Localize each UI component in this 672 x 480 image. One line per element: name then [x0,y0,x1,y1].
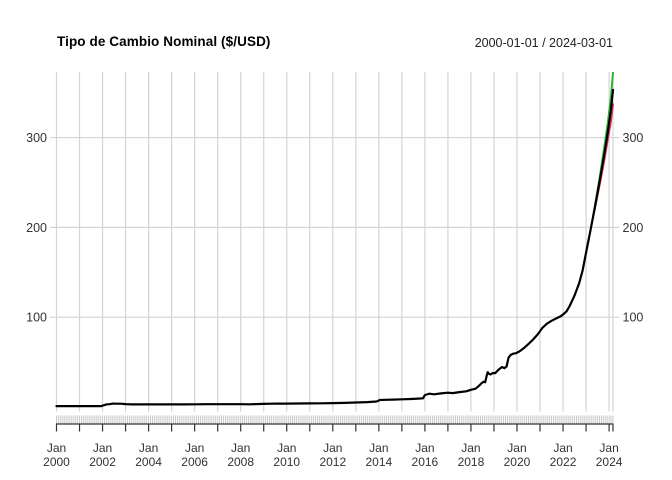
svg-text:Jan: Jan [461,441,480,455]
svg-text:100: 100 [623,311,644,325]
y-gridlines [50,136,620,318]
svg-text:2000: 2000 [43,455,70,469]
x-axis [55,423,614,432]
chart-title: Tipo de Cambio Nominal ($/USD) [57,34,271,49]
svg-text:Jan: Jan [277,441,296,455]
svg-text:Jan: Jan [507,441,526,455]
x-gridlines [55,72,614,412]
svg-text:2014: 2014 [365,455,392,469]
svg-text:Jan: Jan [415,441,434,455]
svg-text:2002: 2002 [89,455,116,469]
svg-text:200: 200 [26,221,47,235]
svg-text:2006: 2006 [181,455,208,469]
svg-text:200: 200 [623,221,644,235]
svg-text:Jan: Jan [185,441,204,455]
svg-text:Jan: Jan [599,441,618,455]
svg-text:Jan: Jan [553,441,572,455]
y-tick-labels-right: 100 200 300 [623,131,644,325]
svg-text:2010: 2010 [273,455,300,469]
x-tick-labels: Jan2000Jan2002Jan2004Jan2006Jan2008Jan20… [43,441,623,469]
minor-tick-strip [56,415,614,424]
series-main [55,88,615,408]
svg-text:2024: 2024 [596,455,623,469]
svg-text:Jan: Jan [231,441,250,455]
svg-text:300: 300 [623,131,644,145]
svg-text:Jan: Jan [323,441,342,455]
svg-text:2008: 2008 [227,455,254,469]
svg-text:Jan: Jan [93,441,112,455]
svg-text:Jan: Jan [139,441,158,455]
svg-text:2016: 2016 [412,455,439,469]
svg-text:300: 300 [26,131,47,145]
svg-text:2020: 2020 [504,455,531,469]
svg-text:Jan: Jan [369,441,388,455]
y-tick-labels-left: 100 200 300 [26,131,47,325]
svg-text:2018: 2018 [458,455,485,469]
svg-text:2004: 2004 [135,455,162,469]
svg-text:100: 100 [26,311,47,325]
chart-date-range: 2000-01-01 / 2024-03-01 [474,36,613,50]
svg-text:2012: 2012 [319,455,346,469]
svg-text:2022: 2022 [550,455,577,469]
svg-text:Jan: Jan [47,441,66,455]
